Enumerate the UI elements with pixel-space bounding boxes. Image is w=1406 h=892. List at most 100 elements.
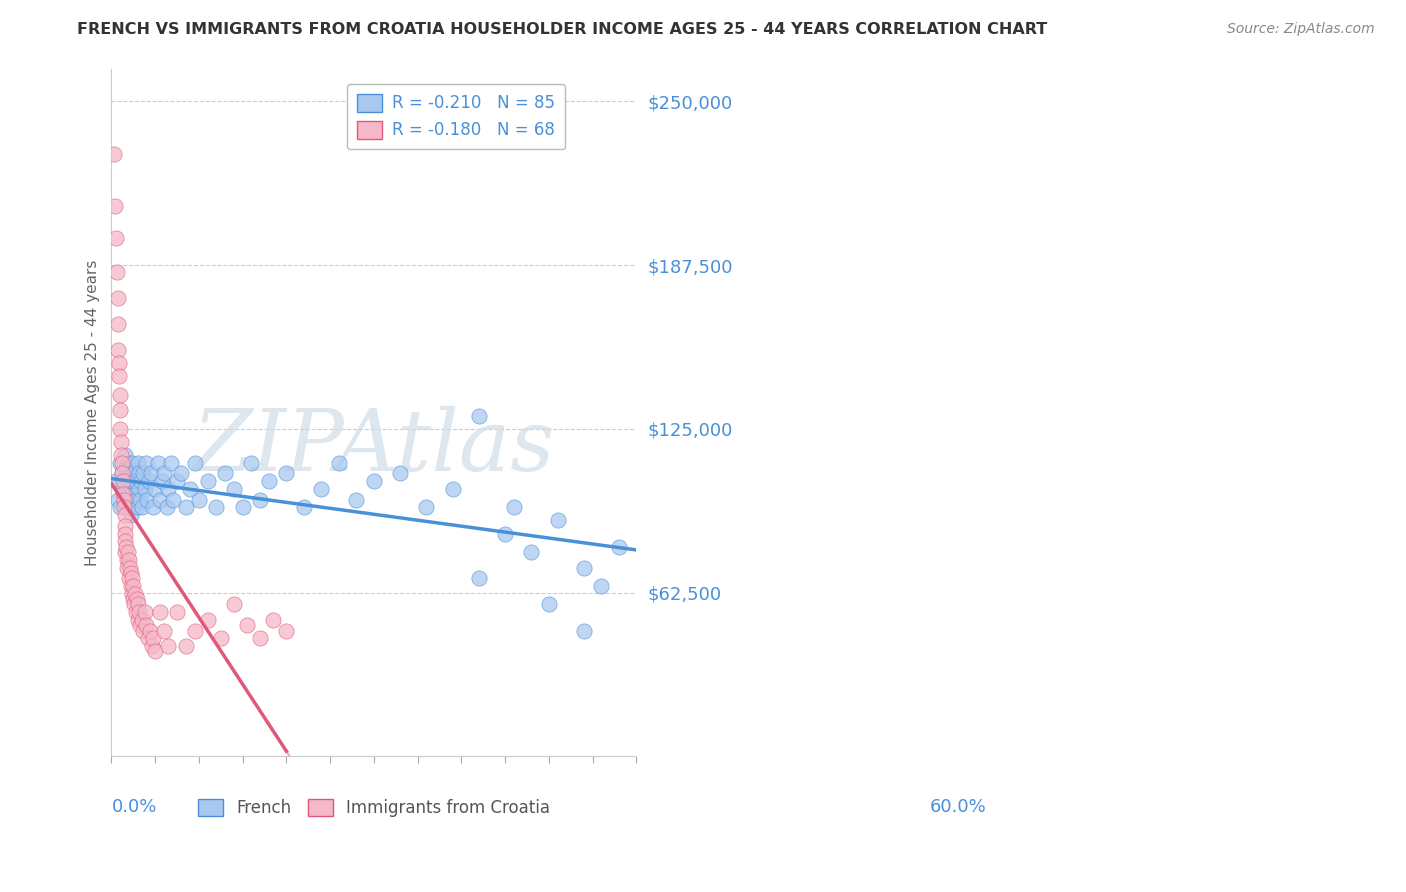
Point: [166, 605, 188, 619]
Point: [111, 474, 134, 488]
Point: [591, 579, 613, 593]
Point: [118, 492, 141, 507]
Point: [179, 482, 201, 496]
Point: [468, 409, 491, 423]
Point: [139, 467, 162, 481]
Point: [153, 624, 176, 638]
Point: [108, 500, 131, 515]
Point: [124, 487, 146, 501]
Point: [146, 456, 169, 470]
Point: [107, 317, 129, 331]
Point: [128, 467, 150, 481]
Point: [328, 456, 350, 470]
Text: Source: ZipAtlas.com: Source: ZipAtlas.com: [1227, 22, 1375, 37]
Point: [148, 605, 170, 619]
Point: [120, 566, 142, 580]
Point: [170, 467, 193, 481]
Point: [139, 624, 162, 638]
Point: [155, 500, 177, 515]
Point: [127, 500, 149, 515]
Point: [143, 482, 166, 496]
Point: [572, 624, 595, 638]
Point: [104, 474, 127, 488]
Point: [127, 613, 149, 627]
Point: [108, 356, 131, 370]
Point: [136, 492, 159, 507]
Point: [118, 456, 141, 470]
Point: [174, 639, 197, 653]
Point: [121, 571, 143, 585]
Point: [135, 456, 157, 470]
Point: [125, 474, 148, 488]
Point: [131, 613, 153, 627]
Point: [114, 545, 136, 559]
Point: [122, 500, 145, 515]
Point: [118, 553, 141, 567]
Point: [143, 644, 166, 658]
Point: [114, 526, 136, 541]
Point: [132, 624, 155, 638]
Point: [214, 467, 236, 481]
Point: [111, 482, 134, 496]
Text: 0.0%: 0.0%: [111, 797, 157, 815]
Point: [110, 434, 132, 449]
Point: [115, 560, 138, 574]
Point: [292, 500, 315, 515]
Point: [222, 482, 245, 496]
Point: [104, 230, 127, 244]
Point: [148, 492, 170, 507]
Point: [187, 492, 209, 507]
Point: [363, 474, 385, 488]
Point: [107, 492, 129, 507]
Point: [118, 474, 141, 488]
Point: [111, 467, 134, 481]
Point: [128, 482, 150, 496]
Point: [108, 369, 131, 384]
Point: [110, 448, 132, 462]
Point: [166, 474, 188, 488]
Point: [142, 632, 165, 646]
Point: [125, 492, 148, 507]
Point: [107, 291, 129, 305]
Point: [157, 482, 180, 496]
Point: [389, 467, 412, 481]
Point: [121, 587, 143, 601]
Point: [125, 605, 148, 619]
Point: [547, 513, 569, 527]
Point: [103, 146, 125, 161]
Point: [118, 571, 141, 585]
Point: [124, 587, 146, 601]
Point: [112, 492, 135, 507]
Point: [276, 624, 298, 638]
Point: [129, 474, 152, 488]
Point: [415, 500, 437, 515]
Point: [128, 605, 150, 619]
Point: [121, 492, 143, 507]
Point: [122, 467, 145, 481]
Point: [107, 343, 129, 358]
Point: [222, 597, 245, 611]
Point: [441, 482, 464, 496]
Point: [276, 467, 298, 481]
Point: [122, 592, 145, 607]
Point: [197, 613, 219, 627]
Point: [129, 618, 152, 632]
Point: [122, 474, 145, 488]
Point: [120, 579, 142, 593]
Point: [607, 540, 630, 554]
Point: [111, 487, 134, 501]
Point: [346, 492, 368, 507]
Point: [108, 403, 131, 417]
Y-axis label: Householder Income Ages 25 - 44 years: Householder Income Ages 25 - 44 years: [86, 260, 100, 566]
Point: [114, 492, 136, 507]
Point: [115, 553, 138, 567]
Point: [131, 500, 153, 515]
Point: [122, 597, 145, 611]
Point: [121, 482, 143, 496]
Point: [311, 482, 333, 496]
Point: [134, 482, 156, 496]
Point: [150, 474, 173, 488]
Point: [205, 500, 228, 515]
Point: [197, 474, 219, 488]
Point: [111, 456, 134, 470]
